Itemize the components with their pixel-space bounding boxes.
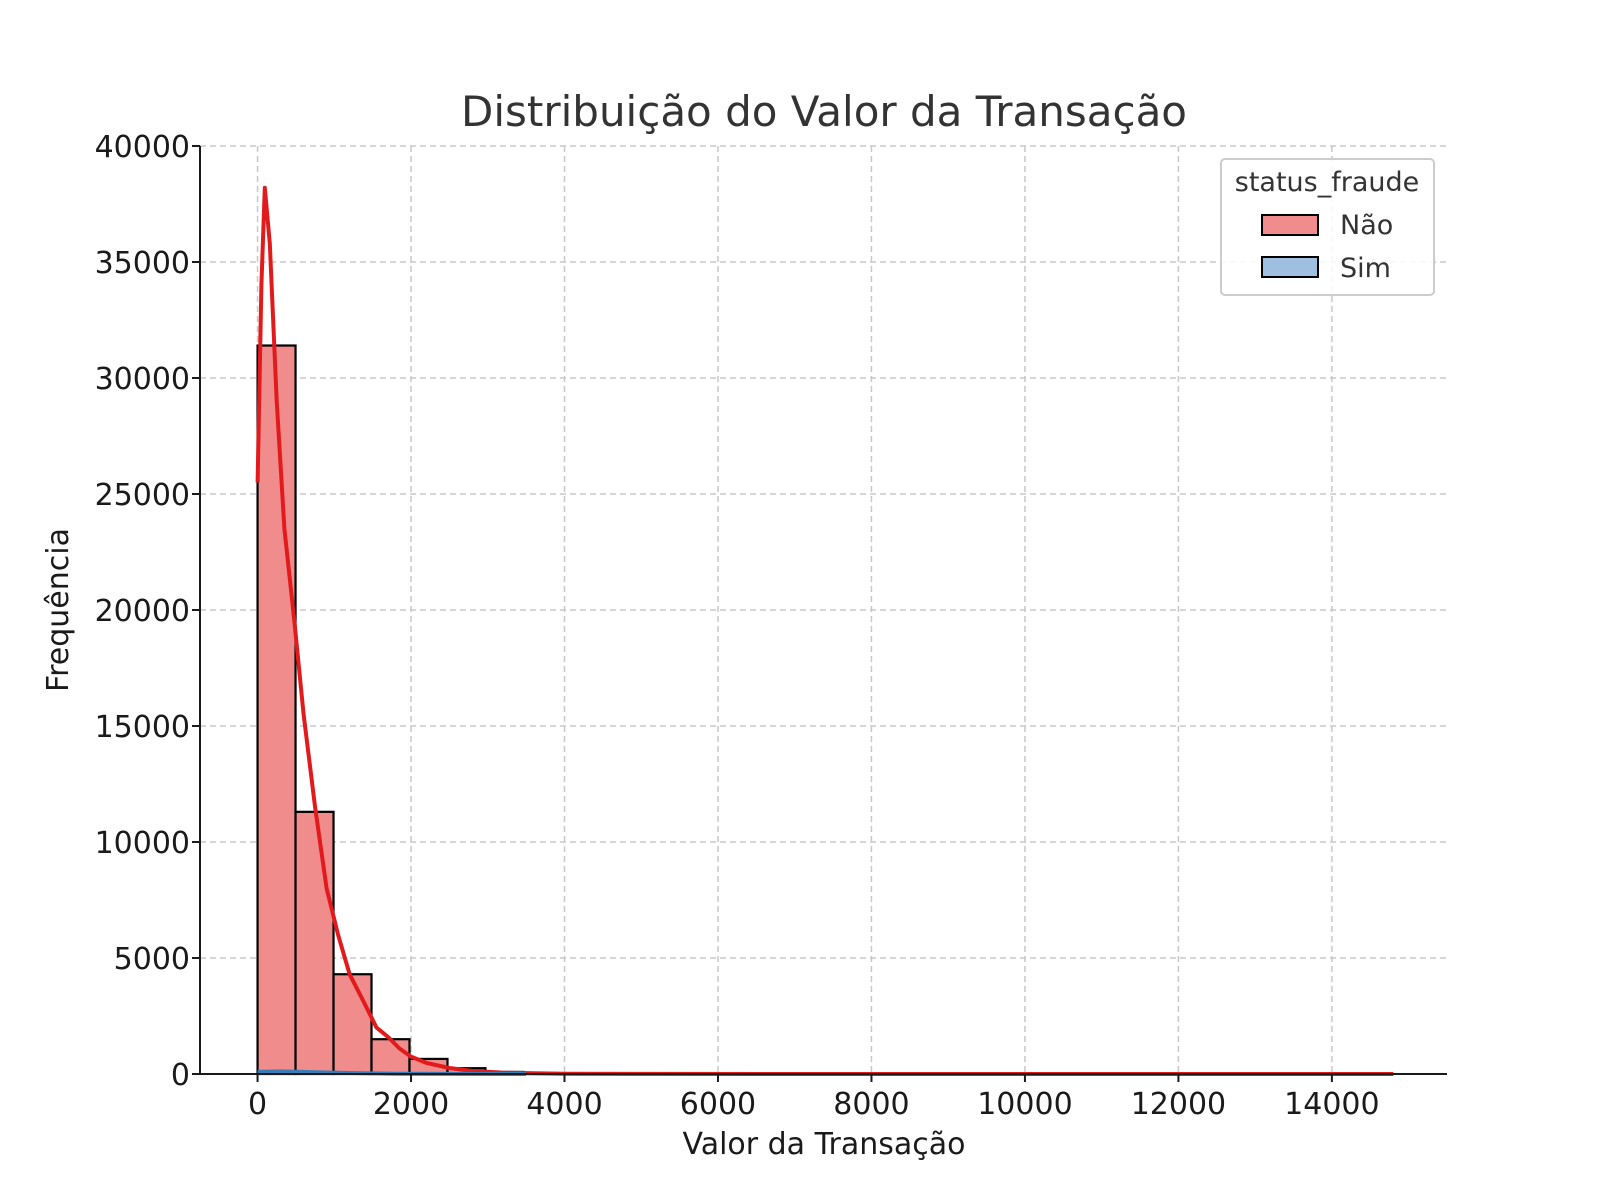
y-tick-label: 30000 — [95, 362, 190, 397]
x-tick-label: 6000 — [680, 1087, 756, 1122]
chart-title: Distribuição do Valor da Transação — [461, 87, 1187, 136]
y-axis-title: Frequência — [41, 528, 76, 692]
y-tick-label: 15000 — [95, 710, 190, 745]
legend-title: status_fraude — [1235, 167, 1419, 198]
x-tick-label: 2000 — [373, 1087, 449, 1122]
x-axis-title: Valor da Transação — [683, 1127, 966, 1162]
kde-curves — [255, 185, 1394, 1076]
kde-line-nao — [255, 185, 1394, 1076]
legend-swatch-sim — [1261, 256, 1319, 278]
y-tick-label: 0 — [171, 1058, 190, 1093]
histogram-bars — [256, 344, 601, 1076]
x-tick-label: 10000 — [977, 1087, 1072, 1122]
x-tick-label: 8000 — [833, 1087, 909, 1122]
histogram-bar-nao — [370, 1038, 411, 1076]
histogram-bar-nao — [332, 973, 373, 1076]
histogram-bar-nao — [294, 810, 335, 1076]
x-tick-label: 14000 — [1284, 1087, 1379, 1122]
legend-swatch-nao — [1261, 214, 1319, 236]
y-tick-label: 5000 — [114, 942, 190, 977]
y-tick-label: 25000 — [95, 478, 190, 513]
x-tick-label: 0 — [248, 1087, 267, 1122]
legend-label-sim: Sim — [1340, 253, 1391, 284]
y-tick-label: 10000 — [95, 826, 190, 861]
x-tick-label: 12000 — [1131, 1087, 1226, 1122]
histogram-bar-nao — [256, 344, 297, 1076]
y-ticks: 0 5000 10000 15000 20000 25000 30000 35000 40000 — [95, 130, 200, 1093]
y-tick-label: 35000 — [95, 246, 190, 281]
legend-label-nao: Não — [1340, 210, 1393, 241]
legend: status_fraude Não Sim — [1220, 158, 1435, 296]
x-tick-label: 4000 — [526, 1087, 602, 1122]
y-tick-label: 20000 — [95, 594, 190, 629]
x-ticks: 0 2000 4000 6000 8000 10000 12000 14000 — [248, 1074, 1380, 1122]
y-tick-label: 40000 — [95, 130, 190, 165]
grid — [200, 145, 1447, 1075]
